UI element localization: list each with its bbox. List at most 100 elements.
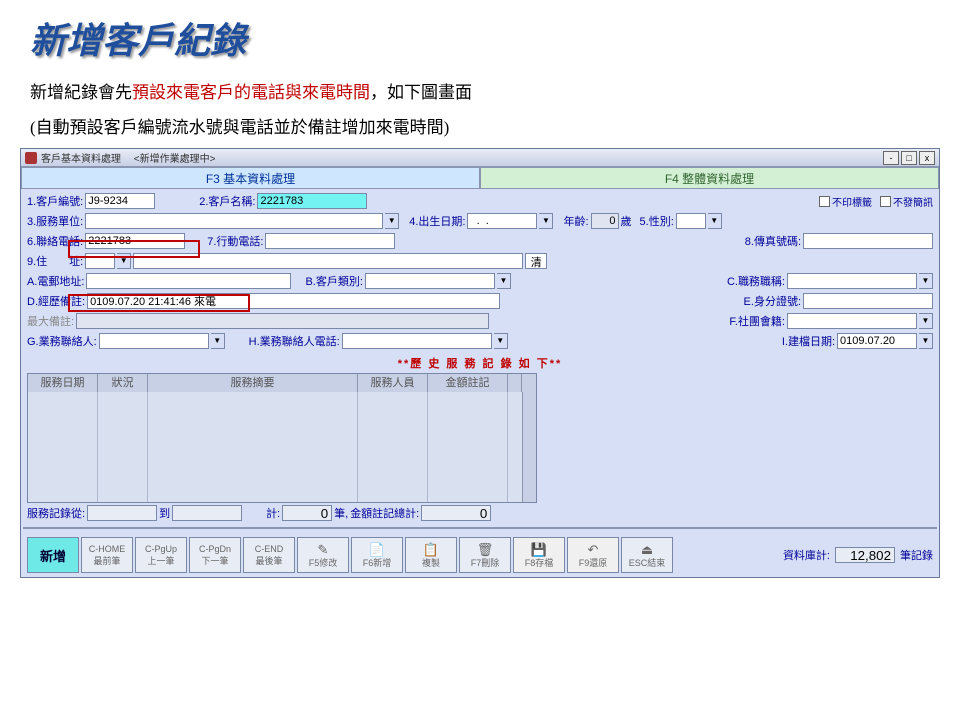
- label-mobile: 7.行動電話:: [207, 233, 263, 249]
- toolbar: 新增 C-HOME最前筆 C-PgUp上一筆 C-PgDn下一筆 C-END最後…: [21, 533, 939, 577]
- f7-delete-button[interactable]: 🗑F7刪除: [459, 537, 511, 573]
- f5-edit-button[interactable]: ✎F5修改: [297, 537, 349, 573]
- dropdown-zip[interactable]: ▼: [117, 253, 131, 269]
- intro-suffix: ，如下圖畫面: [370, 83, 472, 102]
- label-contact: G.業務聯絡人:: [27, 333, 97, 349]
- input-birthdate[interactable]: [467, 213, 537, 229]
- dropdown-birthdate[interactable]: ▼: [539, 213, 553, 229]
- label-jobtitle: C.職務職稱:: [727, 273, 785, 289]
- dropdown-contact[interactable]: ▼: [211, 333, 225, 349]
- input-note[interactable]: [87, 293, 500, 309]
- input-mobile[interactable]: [265, 233, 395, 249]
- input-customer-id[interactable]: [85, 193, 155, 209]
- intro-prefix: 新增紀錄會先: [30, 83, 132, 102]
- dropdown-jobtitle[interactable]: ▼: [919, 273, 933, 289]
- history-grid: 服務日期 狀況 服務摘要 服務人員 金額註記: [27, 373, 537, 503]
- grid-body[interactable]: [28, 392, 536, 502]
- col-amount: 金額註記: [428, 374, 508, 392]
- dropdown-createdate[interactable]: ▼: [919, 333, 933, 349]
- exit-icon: ⏏: [641, 542, 653, 556]
- prev-record-button[interactable]: C-PgUp上一筆: [135, 537, 187, 573]
- maximize-button[interactable]: □: [901, 151, 917, 165]
- page-title: 新增客戶紀錄: [0, 0, 960, 72]
- label-birthdate: 4.出生日期:: [409, 213, 465, 229]
- input-customer-name[interactable]: [257, 193, 367, 209]
- next-record-button[interactable]: C-PgDn下一筆: [189, 537, 241, 573]
- label-customer-id: 1.客戶編號:: [27, 193, 83, 209]
- dropdown-contact-phone[interactable]: ▼: [494, 333, 508, 349]
- label-age-unit: 歲: [621, 213, 632, 229]
- app-icon: [25, 152, 37, 164]
- label-from: 服務記錄從:: [27, 505, 85, 521]
- dropdown-service-unit[interactable]: ▼: [385, 213, 399, 229]
- input-contact[interactable]: [99, 333, 209, 349]
- checkbox-no-sms[interactable]: 不發簡訊: [880, 194, 933, 209]
- dropdown-category[interactable]: ▼: [497, 273, 511, 289]
- label-category: B.客戶類別:: [305, 273, 362, 289]
- divider: [23, 527, 937, 529]
- db-count-label: 資料庫計:: [783, 547, 830, 563]
- col-staff: 服務人員: [358, 374, 428, 392]
- input-bignote[interactable]: [76, 313, 489, 329]
- form-area: 1.客戶編號: 2.客戶名稱: 不印標籤 不發簡訊 3.服務單位: ▼ 4.出生…: [21, 189, 939, 353]
- input-createdate[interactable]: [837, 333, 917, 349]
- label-email: A.電郵地址:: [27, 273, 84, 289]
- input-zip[interactable]: [85, 253, 115, 269]
- summary-total: [421, 505, 491, 521]
- label-address: 9.住 址:: [27, 253, 83, 269]
- add-button[interactable]: 新增: [27, 537, 79, 573]
- close-button[interactable]: x: [919, 151, 935, 165]
- input-idno[interactable]: [803, 293, 933, 309]
- window-title: 客戶基本資料處理 <新增作業處理中>: [41, 150, 883, 165]
- grid-scrollbar[interactable]: [522, 392, 536, 502]
- tab-full-data[interactable]: F4 整體資料處理: [480, 167, 939, 189]
- dropdown-gender[interactable]: ▼: [708, 213, 722, 229]
- input-fax[interactable]: [803, 233, 933, 249]
- input-category[interactable]: [365, 273, 495, 289]
- input-address[interactable]: [133, 253, 523, 269]
- grid-header: 服務日期 狀況 服務摘要 服務人員 金額註記: [28, 374, 536, 392]
- delete-icon: 🗑: [477, 542, 494, 556]
- input-age: [591, 213, 619, 229]
- f9-undo-button[interactable]: ↶F9還原: [567, 537, 619, 573]
- clear-address-button[interactable]: 清: [525, 253, 547, 269]
- db-count-unit: 筆記錄: [900, 547, 933, 563]
- first-record-button[interactable]: C-HOME最前筆: [81, 537, 133, 573]
- f6-new-button[interactable]: 📄F6新增: [351, 537, 403, 573]
- col-status: 狀況: [98, 374, 148, 392]
- label-service-unit: 3.服務單位:: [27, 213, 83, 229]
- app-window: 客戶基本資料處理 <新增作業處理中> - □ x F3 基本資料處理 F4 整體…: [20, 148, 940, 578]
- summary-from: [87, 505, 157, 521]
- input-membership[interactable]: [787, 313, 917, 329]
- new-icon: 📄: [369, 542, 385, 556]
- label-gender: 5.性別:: [640, 213, 674, 229]
- copy-icon: 📋: [423, 542, 439, 556]
- label-count: 計:: [266, 505, 280, 521]
- input-phone[interactable]: [85, 233, 185, 249]
- dropdown-membership[interactable]: ▼: [919, 313, 933, 329]
- input-email[interactable]: [86, 273, 291, 289]
- label-phone: 6.聯絡電話:: [27, 233, 83, 249]
- f8-save-button[interactable]: 💾F8存檔: [513, 537, 565, 573]
- tab-basic-data[interactable]: F3 基本資料處理: [21, 167, 480, 189]
- last-record-button[interactable]: C-END最後筆: [243, 537, 295, 573]
- input-gender[interactable]: [676, 213, 706, 229]
- label-membership: F.社團會籍:: [729, 313, 785, 329]
- minimize-button[interactable]: -: [883, 151, 899, 165]
- col-date: 服務日期: [28, 374, 98, 392]
- summary-to: [172, 505, 242, 521]
- label-contact-phone: H.業務聯絡人電話:: [249, 333, 340, 349]
- undo-icon: ↶: [588, 542, 599, 556]
- copy-button[interactable]: 📋複製: [405, 537, 457, 573]
- label-idno: E.身分證號:: [744, 293, 801, 309]
- input-contact-phone[interactable]: [342, 333, 492, 349]
- checkbox-no-print[interactable]: 不印標籤: [819, 194, 872, 209]
- label-total: 金額註記總計:: [350, 505, 419, 521]
- input-jobtitle[interactable]: [787, 273, 917, 289]
- edit-icon: ✎: [318, 542, 329, 556]
- summary-count: [282, 505, 332, 521]
- label-customer-name: 2.客戶名稱:: [199, 193, 255, 209]
- esc-exit-button[interactable]: ⏏ESC結束: [621, 537, 673, 573]
- intro-line-2: (自動預設客戶編號流水號與電話並於備註增加來電時間): [0, 109, 960, 148]
- input-service-unit[interactable]: [85, 213, 383, 229]
